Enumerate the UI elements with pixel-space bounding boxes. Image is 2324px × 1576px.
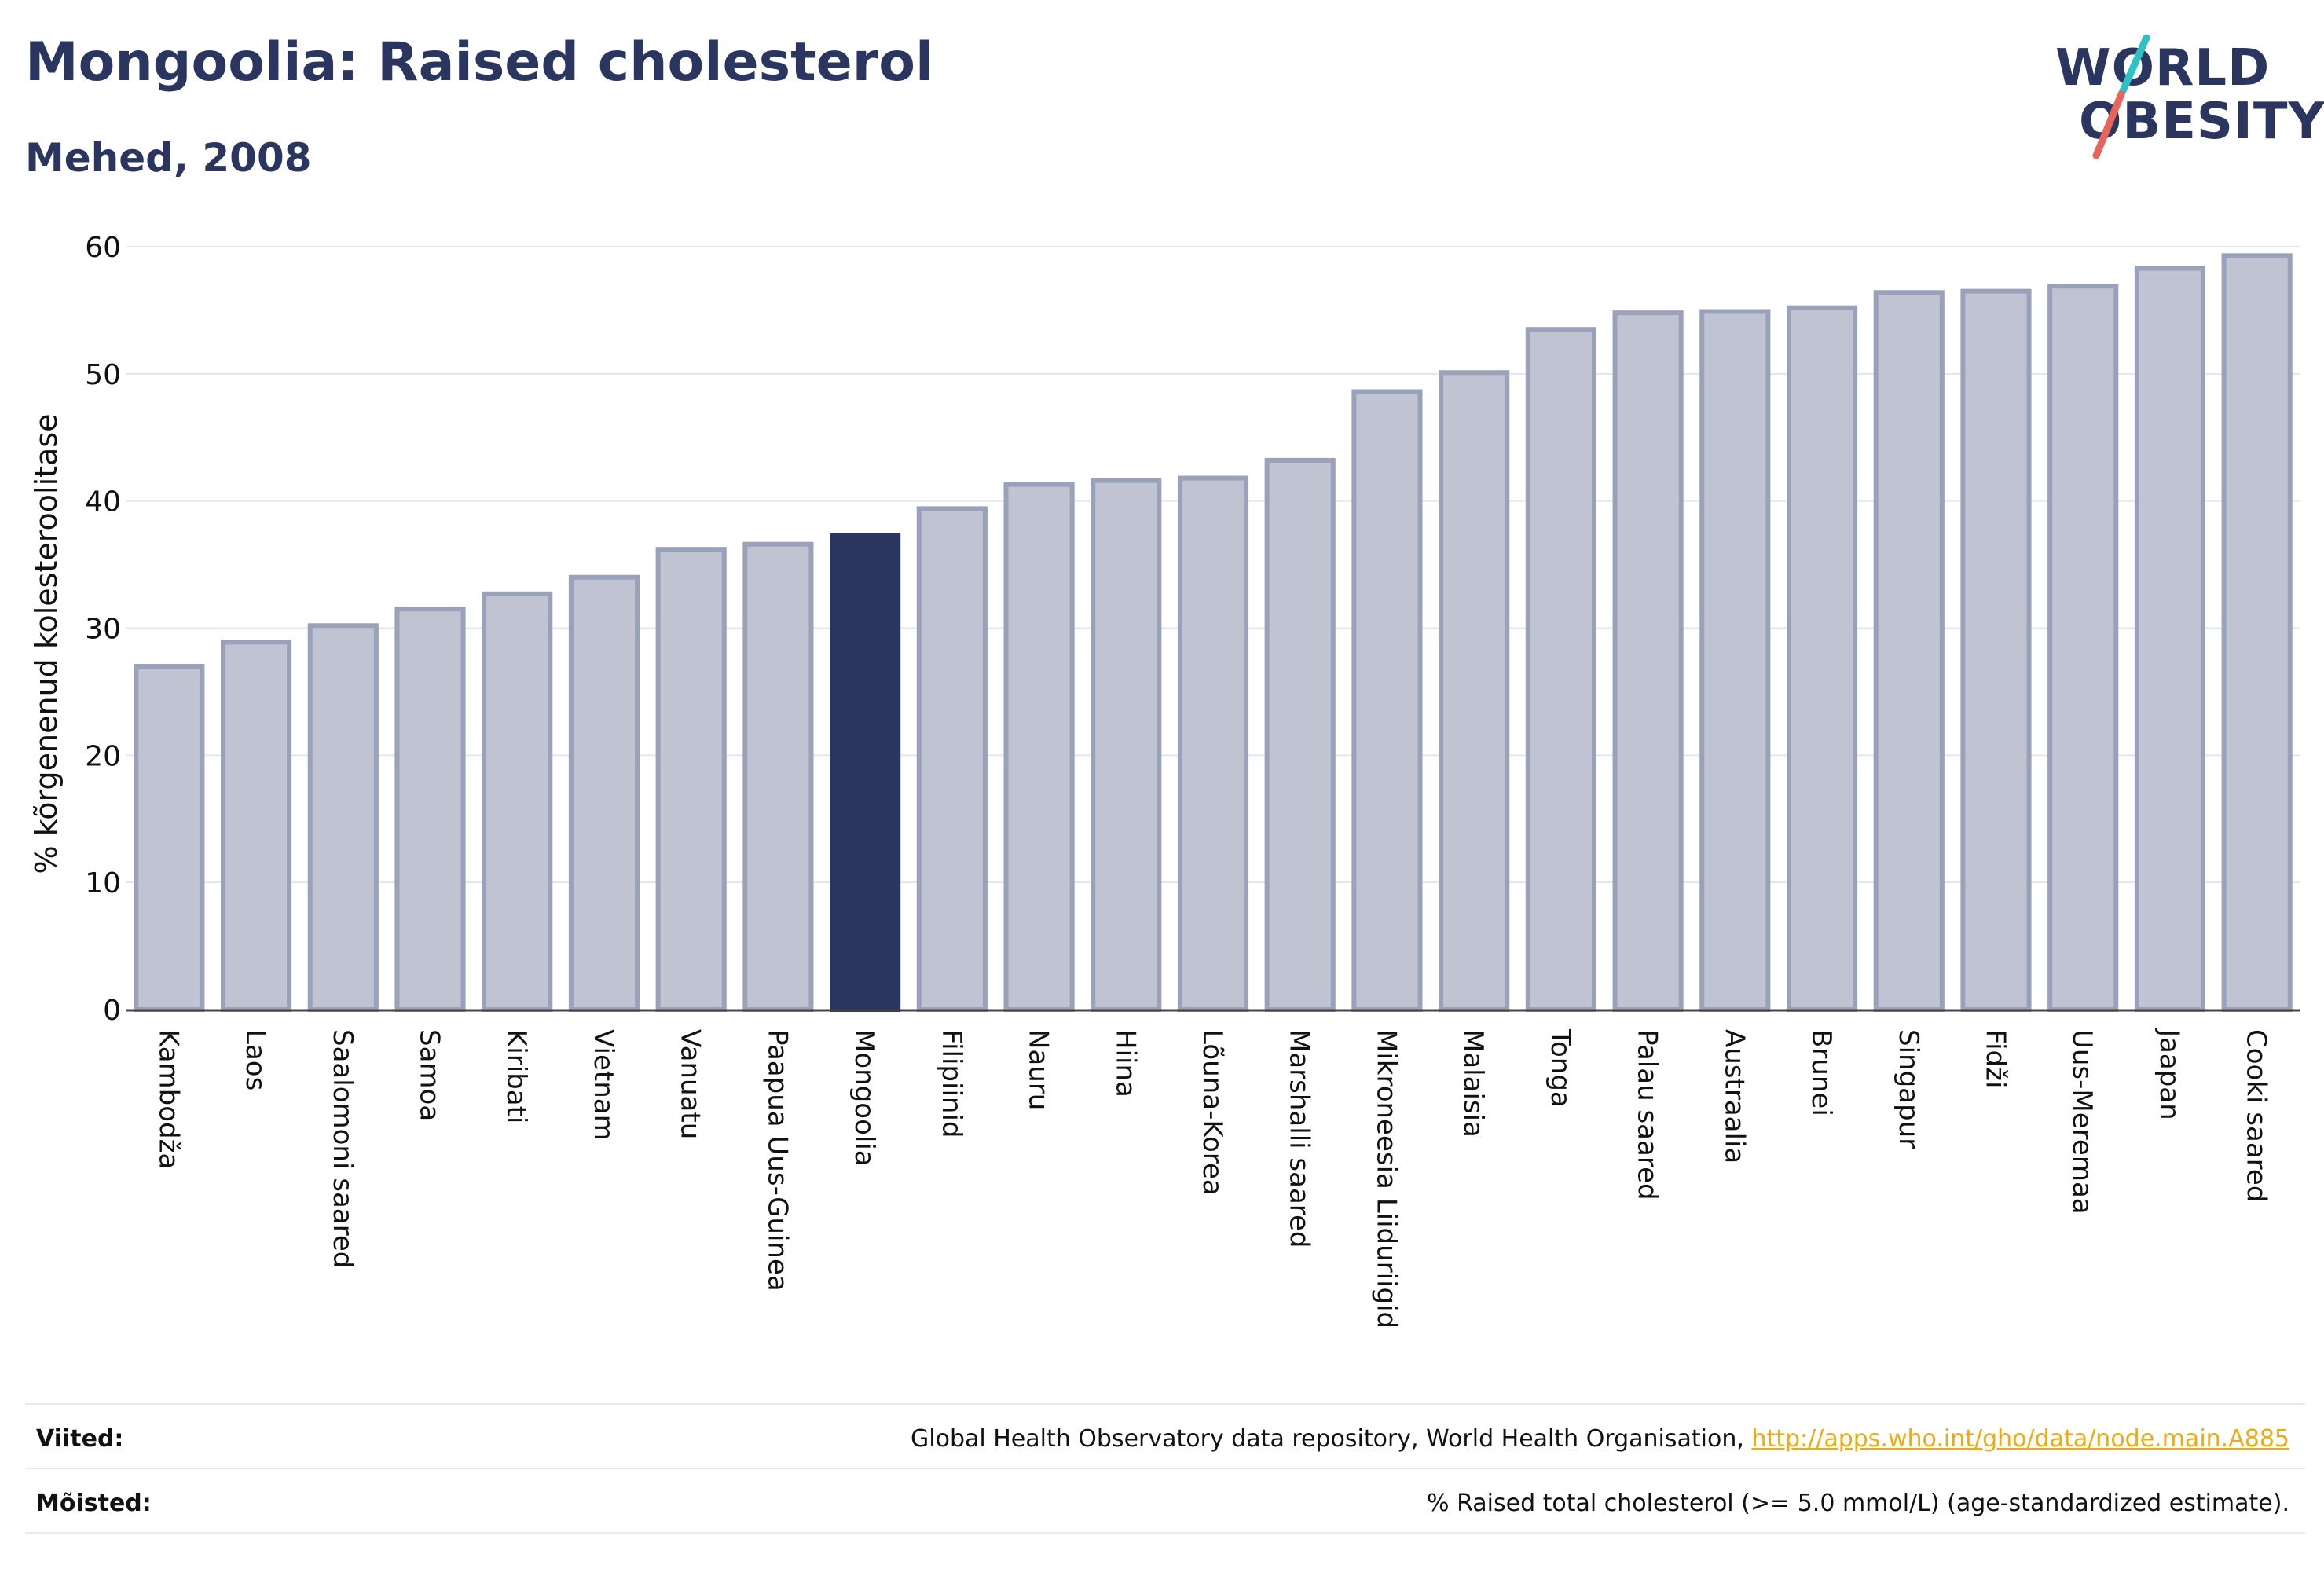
x-tick-label: Singapur — [1893, 1029, 1924, 1149]
x-tick-label: Nauru — [1023, 1029, 1054, 1110]
chart-subtitle: Mehed, 2008 — [25, 135, 312, 181]
x-tick-label: Vietnam — [588, 1029, 619, 1141]
x-tick-label: Marshalli saared — [1284, 1029, 1315, 1248]
y-tick-label: 0 — [103, 995, 121, 1027]
x-tick-label: Cooki saared — [2241, 1029, 2272, 1202]
sources-label: Viited: — [36, 1425, 124, 1453]
sources-text: Global Health Observatory data repositor… — [911, 1425, 2289, 1453]
x-tick-label: Mikroneesia Liiduriigid — [1370, 1029, 1402, 1329]
x-tick-label: Malaisia — [1457, 1029, 1489, 1138]
x-tick-label: Fidži — [1979, 1029, 2011, 1088]
x-tick-label: Jaapan — [2154, 1028, 2185, 1120]
sources-description: Global Health Observatory data repositor… — [911, 1425, 1752, 1453]
x-tick-label: Palau saared — [1632, 1029, 1663, 1200]
logo-text-world: WORLD — [2055, 39, 2271, 97]
y-tick-label: 40 — [85, 486, 121, 519]
y-tick-label: 20 — [85, 740, 121, 772]
bar — [221, 640, 292, 1013]
x-tick-label: Samoa — [414, 1029, 445, 1121]
x-tick-label: Vanuatu — [675, 1029, 706, 1139]
bar — [1264, 457, 1336, 1012]
bar — [1177, 475, 1249, 1012]
bar — [1525, 327, 1596, 1013]
bar — [1786, 305, 1858, 1012]
bar — [655, 547, 727, 1012]
x-tick-label: Filipiinid — [936, 1029, 967, 1138]
bar — [1612, 310, 1684, 1012]
bar — [2047, 284, 2119, 1012]
bar — [394, 607, 466, 1012]
y-tick-label: 60 — [85, 232, 121, 264]
bar — [1003, 482, 1075, 1012]
y-tick-label: 30 — [85, 614, 121, 646]
sources-link[interactable]: http://apps.who.int/gho/data/node.main.A… — [1751, 1425, 2289, 1453]
x-tick-label: Tonga — [1545, 1028, 1576, 1108]
logo-slash-icon — [2092, 34, 2150, 159]
bar-chart: 0 10 20 30 40 50 60 Kambodža Laos Saalomoni saar… — [29, 232, 2300, 1329]
x-tick-label: Mongoolia — [849, 1029, 880, 1167]
bar — [1351, 389, 1423, 1012]
bar — [2134, 266, 2205, 1012]
y-axis-ticks: 0 10 20 30 40 50 60 — [85, 232, 121, 1027]
x-tick-label: Kiribati — [500, 1029, 532, 1123]
x-tick-label: Laos — [240, 1029, 271, 1090]
bar-highlighted — [830, 533, 901, 1012]
bar — [742, 541, 814, 1012]
bar — [1091, 478, 1162, 1012]
footer-divider-top — [25, 1403, 2305, 1405]
x-tick-label: Hiina — [1109, 1029, 1141, 1098]
bar — [568, 574, 640, 1012]
x-tick-label: Uus-Meremaa — [2066, 1029, 2098, 1215]
bar — [134, 664, 205, 1012]
bars — [134, 253, 2293, 1013]
definitions-label: Mõisted: — [36, 1490, 152, 1517]
y-tick-label: 50 — [85, 359, 121, 391]
bar — [2221, 253, 2293, 1013]
y-tick-label: 10 — [85, 867, 121, 900]
x-tick-label: Saalomoni saared — [327, 1029, 358, 1268]
bar — [482, 591, 553, 1012]
chart-title: Mongoolia: Raised cholesterol — [25, 31, 934, 93]
bar — [1960, 288, 2032, 1012]
bar — [1699, 309, 1771, 1013]
definitions-text: % Raised total cholesterol (>= 5.0 mmol/… — [1427, 1490, 2289, 1517]
x-tick-label: Brunei — [1805, 1029, 1837, 1116]
bar — [1439, 370, 1510, 1012]
footer-divider-middle — [25, 1468, 2305, 1469]
x-tick-label: Kambodža — [152, 1029, 184, 1169]
x-tick-label: Lõuna-Korea — [1197, 1029, 1228, 1196]
y-axis-label: % kõrgenenud kolesteroolitase — [29, 413, 64, 874]
bar — [1873, 290, 1945, 1012]
world-obesity-logo: WORLD OBESITY — [2043, 22, 2324, 171]
x-axis-ticks: Kambodža Laos Saalomoni saared Samoa Kiribat… — [152, 1028, 2271, 1329]
bar — [307, 623, 379, 1012]
bar — [916, 506, 988, 1012]
x-tick-label: Paapua Uus-Guinea — [761, 1029, 793, 1292]
x-tick-label: Austraalia — [1718, 1029, 1750, 1164]
footer-divider-bottom — [25, 1532, 2305, 1534]
